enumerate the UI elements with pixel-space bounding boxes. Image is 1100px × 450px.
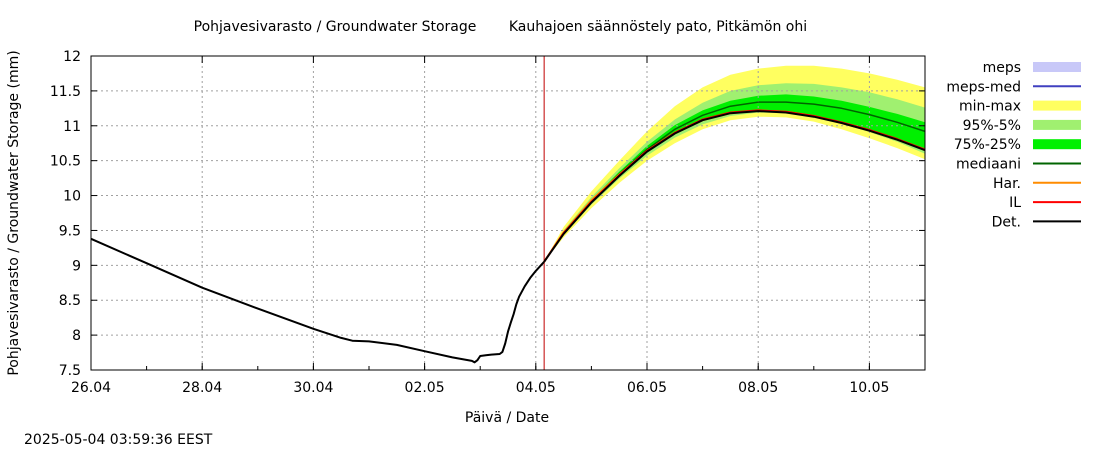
y-tick-label: 10.5 — [50, 154, 81, 170]
legend-swatch-meps — [1033, 62, 1081, 72]
y-tick-label: 8.5 — [59, 293, 81, 309]
y-tick-label: 10 — [63, 189, 81, 205]
legend-label-p95-5: 95%-5% — [963, 118, 1021, 134]
y-tick-label: 9.5 — [59, 223, 81, 239]
chart-title-right: Kauhajoen säännöstely pato, Pitkämön ohi — [509, 19, 807, 35]
y-tick-label: 9 — [72, 258, 81, 274]
chart-title-left: Pohjavesivarasto / Groundwater Storage — [194, 19, 477, 35]
legend-swatch-min-max — [1033, 100, 1081, 111]
legend-label-har: Har. — [993, 176, 1021, 192]
x-axis-ticks: 26.04 28.04 30.04 02.05 04.05 06.05 08.05 10.05 — [71, 56, 889, 396]
x-tick-label: 04.05 — [516, 380, 556, 396]
legend-label-det: Det. — [992, 214, 1021, 230]
x-tick-label: 08.05 — [738, 380, 778, 396]
y-axis-label: Pohjavesivarasto / Groundwater Storage (… — [6, 50, 22, 375]
x-tick-label: 10.05 — [849, 380, 889, 396]
legend-swatch-p75-25 — [1033, 139, 1081, 150]
legend-label-meps-med: meps-med — [946, 79, 1021, 95]
x-tick-label: 30.04 — [293, 380, 333, 396]
observed-line — [90, 237, 545, 364]
x-tick-label: 02.05 — [405, 380, 445, 396]
y-tick-label: 8 — [72, 328, 81, 344]
forecast-bands — [544, 65, 925, 262]
x-tick-label: 26.04 — [71, 380, 111, 396]
x-tick-label: 28.04 — [182, 380, 222, 396]
legend-label-min-max: min-max — [959, 99, 1021, 115]
legend-label-il: IL — [1009, 195, 1021, 211]
timestamp: 2025-05-04 03:59:36 EEST — [24, 432, 213, 448]
y-tick-label: 11 — [63, 119, 81, 135]
legend-label-meps: meps — [983, 60, 1021, 76]
series-lines — [90, 56, 926, 370]
det-line — [543, 110, 926, 263]
x-axis-label: Päivä / Date — [465, 410, 549, 426]
y-tick-label: 12 — [63, 49, 81, 65]
plot-frame — [90, 55, 926, 371]
legend-label-mediaani: mediaani — [956, 157, 1021, 173]
x-tick-label: 06.05 — [627, 380, 667, 396]
legend-label-p75-25: 75%-25% — [954, 137, 1021, 153]
legend: meps meps-med min-max 95%-5% 75%-25% mediaani… — [946, 60, 1081, 230]
legend-swatch-p95-5 — [1033, 119, 1081, 130]
y-tick-label: 11.5 — [50, 84, 81, 100]
y-axis-ticks: 12 11.5 11 10.5 10 9.5 9 8.5 8 7.5 — [50, 49, 925, 379]
y-tick-label: 7.5 — [59, 363, 81, 379]
